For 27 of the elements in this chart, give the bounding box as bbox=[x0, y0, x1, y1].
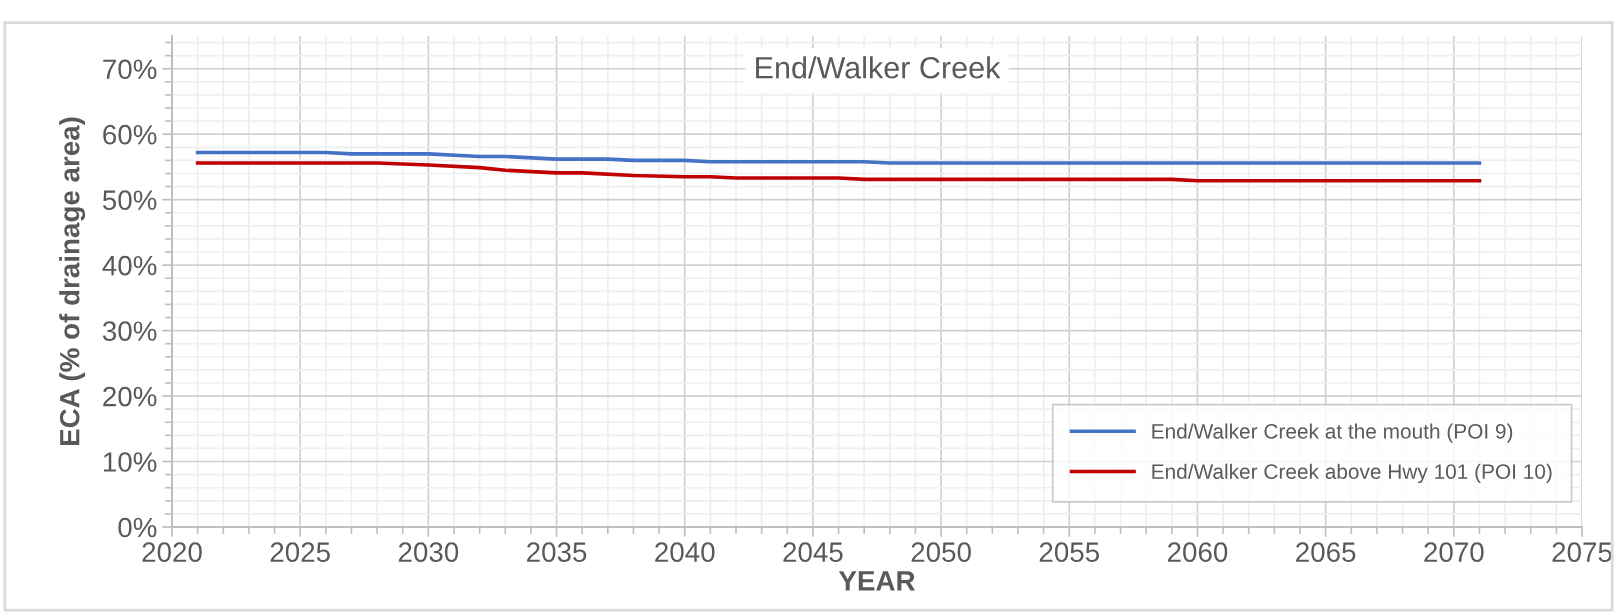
y-tick-label: 30% bbox=[102, 321, 157, 341]
y-axis-title: ECA (% of drainage area) bbox=[59, 117, 86, 446]
y-tick-label: 60% bbox=[103, 124, 157, 145]
x-tick-label: 2045 bbox=[783, 542, 843, 562]
x-tick-label: 2055 bbox=[1039, 542, 1100, 562]
y-tick-label: 40% bbox=[102, 255, 157, 276]
x-tick-label: 2065 bbox=[1296, 542, 1356, 562]
legend-label: End/Walker Creek at the mouth (POI 9) bbox=[1152, 423, 1513, 443]
y-tick-label: 20% bbox=[103, 386, 157, 407]
text: End/Walker Creek bbox=[756, 56, 1001, 79]
x-tick-label: 2060 bbox=[1167, 542, 1228, 562]
x-tick-label: 2030 bbox=[398, 542, 459, 562]
x-tick-label: 2020 bbox=[142, 542, 202, 562]
line-series bbox=[195, 150, 1482, 165]
x-tick-label: 2040 bbox=[655, 542, 715, 562]
legend-label: End/Walker Creek above Hwy 101 (POI 10) bbox=[1152, 463, 1552, 484]
x-tick-label: 2050 bbox=[911, 542, 971, 562]
x-tick-label: 2070 bbox=[1424, 542, 1484, 562]
y-tick-label: 50% bbox=[102, 190, 157, 211]
x-tick-label: 2025 bbox=[270, 542, 330, 562]
y-tick-label: 70% bbox=[103, 59, 157, 80]
line-series bbox=[195, 161, 1482, 183]
x-tick-label: 2075 bbox=[1552, 542, 1612, 562]
y-tick-label: 10% bbox=[103, 452, 157, 472]
y-tick-label: 0% bbox=[118, 517, 157, 538]
x-tick-label: 2035 bbox=[527, 542, 587, 562]
x-axis-title: YEAR bbox=[838, 571, 916, 591]
